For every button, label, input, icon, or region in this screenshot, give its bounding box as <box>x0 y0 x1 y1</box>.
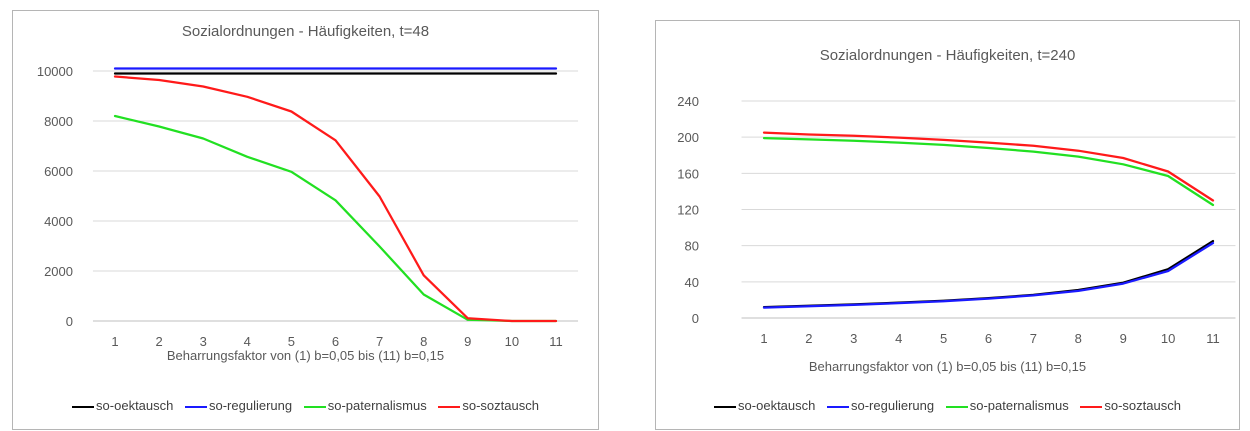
x-tick-label: 9 <box>1120 331 1127 346</box>
x-tick-label: 2 <box>155 334 162 349</box>
x-tick-label: 1 <box>760 331 767 346</box>
y-tick-label: 80 <box>685 239 699 254</box>
legend-item-oektausch: so-oektausch <box>72 398 173 413</box>
x-tick-label: 4 <box>895 331 902 346</box>
legend-swatch <box>1080 405 1103 408</box>
legend-label: so-paternalismus <box>327 398 427 413</box>
legend-label: so-soztausch <box>1104 398 1181 413</box>
x-tick-label: 8 <box>420 334 427 349</box>
y-tick-label: 0 <box>692 311 699 326</box>
chart-title: Sozialordnungen - Häufigkeiten, t=240 <box>819 47 1076 64</box>
x-tick-label: 7 <box>1030 331 1037 346</box>
x-tick-label: 10 <box>1161 331 1175 346</box>
chart-left-plot: 0 2000 4000 6000 8000 10000 1 2 3 4 5 6 7 8 9 10 11 <box>37 64 579 349</box>
y-tick-label: 40 <box>685 275 699 290</box>
y-tick-label: 6000 <box>44 164 73 179</box>
x-tick-label: 11 <box>1206 331 1220 346</box>
x-tick-label: 2 <box>805 331 812 346</box>
legend-swatch <box>303 405 326 408</box>
legend-label: so-regulierung <box>851 398 935 413</box>
y-tick-label: 0 <box>66 314 73 329</box>
legend-swatch <box>714 405 737 408</box>
legend-item-oektausch: so-oektausch <box>714 398 815 413</box>
legend-swatch <box>438 405 461 408</box>
chart-right-plot: 0 40 80 120 160 200 240 1 2 3 4 5 6 7 8 9 10 11 <box>677 94 1236 346</box>
x-tick-label: 10 <box>505 334 519 349</box>
x-tick-label: 9 <box>464 334 471 349</box>
y-tick-label: 10000 <box>37 64 73 79</box>
legend-swatch <box>945 405 968 408</box>
legend-item-paternalismus: so-paternalismus <box>303 398 427 413</box>
x-axis-label: Beharrungsfaktor von (1) b=0,05 bis (11)… <box>808 359 1087 374</box>
series-line-so-regulierung <box>762 241 1215 309</box>
x-axis-label: Beharrungsfaktor von (1) b=0,05 bis (11)… <box>166 348 445 363</box>
y-tick-label: 4000 <box>44 214 73 229</box>
legend-item-soztausch: so-soztausch <box>438 398 539 413</box>
series-line-so-paternalismus <box>762 136 1215 207</box>
x-tick-label: 8 <box>1075 331 1082 346</box>
legend-swatch <box>185 405 207 408</box>
x-tick-label: 3 <box>850 331 857 346</box>
x-tick-label: 5 <box>288 334 295 349</box>
chart-left: Sozialordnungen - Häufigkeiten, t=48 0 20… <box>12 10 599 430</box>
y-tick-label: 8000 <box>44 114 73 129</box>
series-line-so-oektausch <box>762 239 1215 309</box>
legend-label: so-regulierung <box>209 398 293 413</box>
legend-item-soztausch: so-soztausch <box>1080 398 1181 413</box>
series-line-so-paternalismus <box>113 114 558 323</box>
legend-label: so-oektausch <box>738 398 816 413</box>
series-line-so-soztausch <box>762 131 1215 202</box>
legend-item-paternalismus: so-paternalismus <box>945 398 1069 413</box>
series-line-so-soztausch <box>113 75 558 323</box>
legend-swatch <box>827 405 849 408</box>
legend-label: so-paternalismus <box>969 398 1069 413</box>
x-tick-label: 11 <box>549 334 563 349</box>
legend-swatch <box>72 405 95 408</box>
chart-right: Sozialordnungen - Häufigkeiten, t=240 0 4… <box>655 20 1240 430</box>
y-tick-label: 2000 <box>44 264 73 279</box>
legend: so-oektausch so-regulierung so-paternali… <box>13 398 598 413</box>
y-tick-label: 120 <box>677 203 699 218</box>
legend-label: so-soztausch <box>462 398 539 413</box>
x-tick-label: 6 <box>985 331 992 346</box>
chart-title: Sozialordnungen - Häufigkeiten, t=48 <box>181 23 430 40</box>
legend-item-regulierung: so-regulierung <box>185 398 292 413</box>
y-tick-label: 160 <box>677 166 699 181</box>
legend-label: so-oektausch <box>96 398 174 413</box>
legend-item-regulierung: so-regulierung <box>827 398 934 413</box>
x-tick-label: 3 <box>200 334 207 349</box>
x-tick-label: 4 <box>244 334 251 349</box>
x-tick-label: 7 <box>376 334 383 349</box>
y-tick-label: 240 <box>677 94 699 109</box>
x-tick-label: 1 <box>111 334 118 349</box>
legend: so-oektausch so-regulierung so-paternali… <box>656 398 1239 413</box>
y-tick-label: 200 <box>677 130 699 145</box>
x-tick-label: 6 <box>332 334 339 349</box>
x-tick-label: 5 <box>940 331 947 346</box>
